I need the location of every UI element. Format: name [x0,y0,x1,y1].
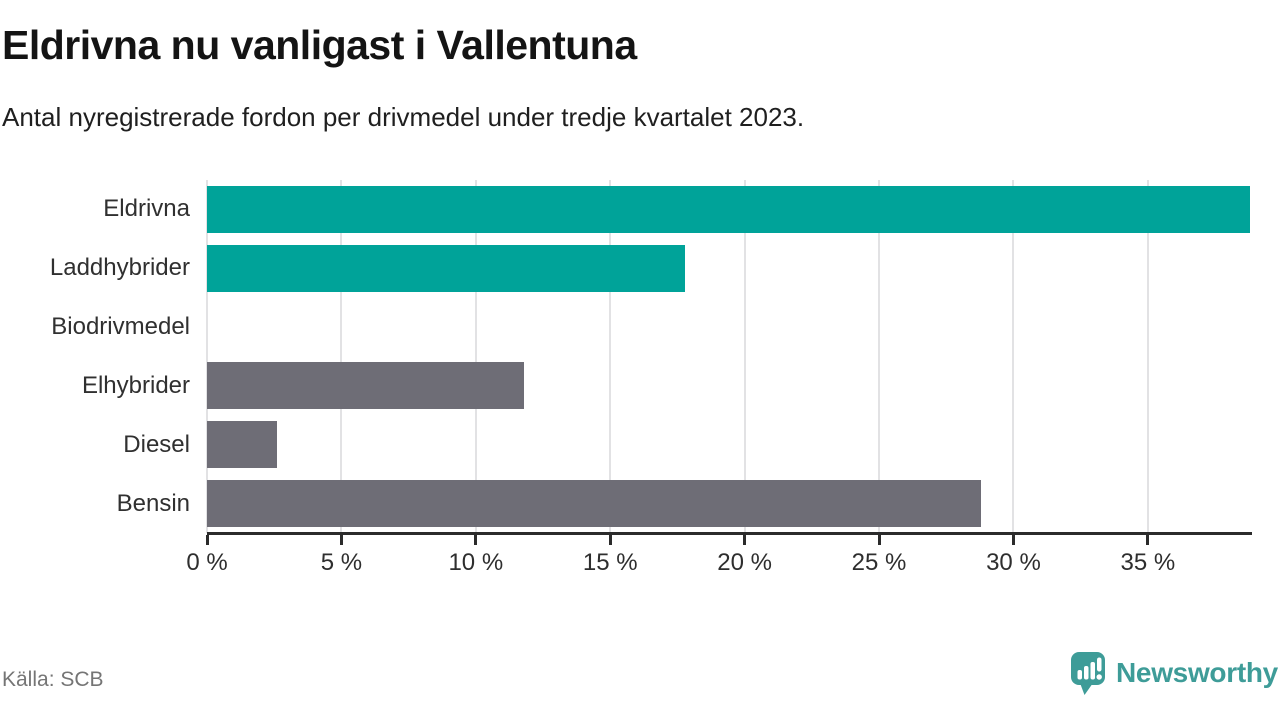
speech-bubble-bar-chart-icon [1070,651,1106,695]
category-label-biodrivmedel: Biodrivmedel [51,313,190,341]
x-tick-label: 15 % [582,549,638,576]
category-label-bensin: Bensin [116,489,190,517]
x-tick-mark [1146,535,1150,545]
x-tick-mark [877,535,881,545]
bar-diesel [207,421,277,469]
x-tick-label: 20 % [717,549,772,576]
x-tick-label: 10 % [448,549,504,576]
bar-bensin [207,480,982,528]
gridline [1146,180,1149,533]
bar-laddhybrider [207,244,686,292]
bar-eldrivna [207,185,1250,233]
newsworthy-logo: Newsworthy [1070,651,1278,695]
gridline [1012,180,1015,533]
x-tick-label: 25 % [851,549,907,576]
category-label-eldrivna: Eldrivna [103,195,190,223]
x-tick-label: 35 % [1120,549,1176,576]
gridline [340,180,343,533]
gridline [743,180,746,533]
gridline [474,180,477,533]
source-note: Källa: SCB [2,668,104,691]
x-axis-line [207,532,1252,535]
x-tick-label: 0 % [186,549,228,576]
chart-subtitle: Antal nyregistrerade fordon per drivmede… [2,102,805,132]
bar-elhybrider [207,362,525,410]
x-tick-label: 30 % [986,549,1041,576]
category-label-laddhybrider: Laddhybrider [49,254,190,282]
x-tick-mark [743,535,747,545]
gridline [206,180,208,533]
x-tick-mark [474,535,478,545]
plot-area [206,180,1250,533]
category-label-diesel: Diesel [123,430,190,458]
x-tick-mark [339,535,343,545]
gridline [878,180,881,533]
x-tick-mark [1011,535,1015,545]
newsworthy-logo-text: Newsworthy [1116,657,1278,688]
category-label-elhybrider: Elhybrider [81,371,190,399]
x-tick-mark [205,535,209,545]
page-title: Eldrivna nu vanligast i Vallentuna [2,22,637,68]
x-tick-label: 5 % [320,549,363,576]
x-tick-mark [608,535,612,545]
gridline [609,180,612,533]
